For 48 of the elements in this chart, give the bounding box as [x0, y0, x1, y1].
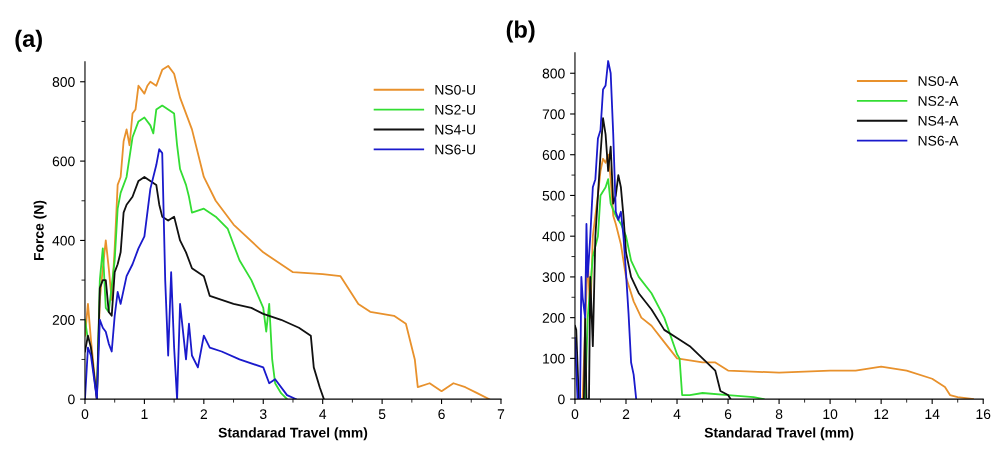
legend-label: NS6-A — [918, 135, 959, 146]
line-series — [84, 148, 297, 400]
x-tick-label: 2 — [200, 409, 207, 419]
y-tick-label: 600 — [542, 150, 565, 160]
line-series — [84, 176, 325, 400]
legend-label: NS2-U — [435, 104, 475, 115]
y-tick-label: 400 — [52, 235, 75, 246]
x-tick-label: 4 — [673, 409, 681, 419]
y-tick-label: 0 — [558, 394, 565, 405]
x-tick-label: 1 — [141, 409, 148, 419]
x-axis-title: Standarad Travel (mm) — [218, 427, 368, 441]
y-tick-label: 200 — [542, 312, 565, 323]
x-tick-label: 0 — [81, 409, 89, 420]
legend-label: NS0-U — [435, 84, 475, 95]
legend-label: NS4-U — [435, 124, 475, 135]
x-tick-label: 10 — [823, 409, 838, 420]
y-tick-label: 200 — [52, 315, 75, 325]
y-tick-label: 0 — [68, 394, 75, 405]
y-tick-label: 700 — [542, 109, 565, 120]
x-axis-title: Standarad Travel (mm) — [704, 427, 854, 441]
x-tick-label: 14 — [925, 409, 940, 419]
y-tick-label: 800 — [52, 77, 75, 87]
x-tick-label: 12 — [874, 409, 889, 419]
x-tick-label: 4 — [319, 409, 327, 419]
legend-label: NS2-A — [918, 96, 959, 106]
x-tick-label: 16 — [976, 409, 991, 420]
x-tick-label: 6 — [724, 409, 732, 420]
x-tick-label: 3 — [259, 409, 267, 420]
y-axis-title: Force (N) — [33, 200, 47, 261]
y-tick-label: 100 — [543, 353, 565, 364]
legend-label: NS6-U — [435, 144, 475, 155]
chart-title: (b) — [506, 20, 535, 43]
line-series — [574, 117, 732, 400]
x-tick-label: 5 — [378, 409, 386, 420]
legend-label: NS0-A — [918, 76, 959, 86]
x-tick-label: 0 — [571, 409, 579, 420]
chart-title: (a) — [15, 29, 42, 52]
x-tick-label: 2 — [622, 409, 630, 419]
x-tick-label: 8 — [775, 409, 783, 420]
line-series — [574, 60, 638, 400]
x-tick-label: 7 — [497, 409, 505, 419]
y-tick-label: 600 — [52, 156, 75, 167]
y-tick-label: 800 — [542, 68, 565, 79]
y-tick-label: 400 — [542, 231, 565, 242]
y-tick-label: 500 — [542, 190, 565, 201]
x-tick-label: 6 — [438, 409, 445, 420]
y-tick-label: 300 — [542, 272, 565, 283]
legend-label: NS4-A — [918, 115, 959, 126]
